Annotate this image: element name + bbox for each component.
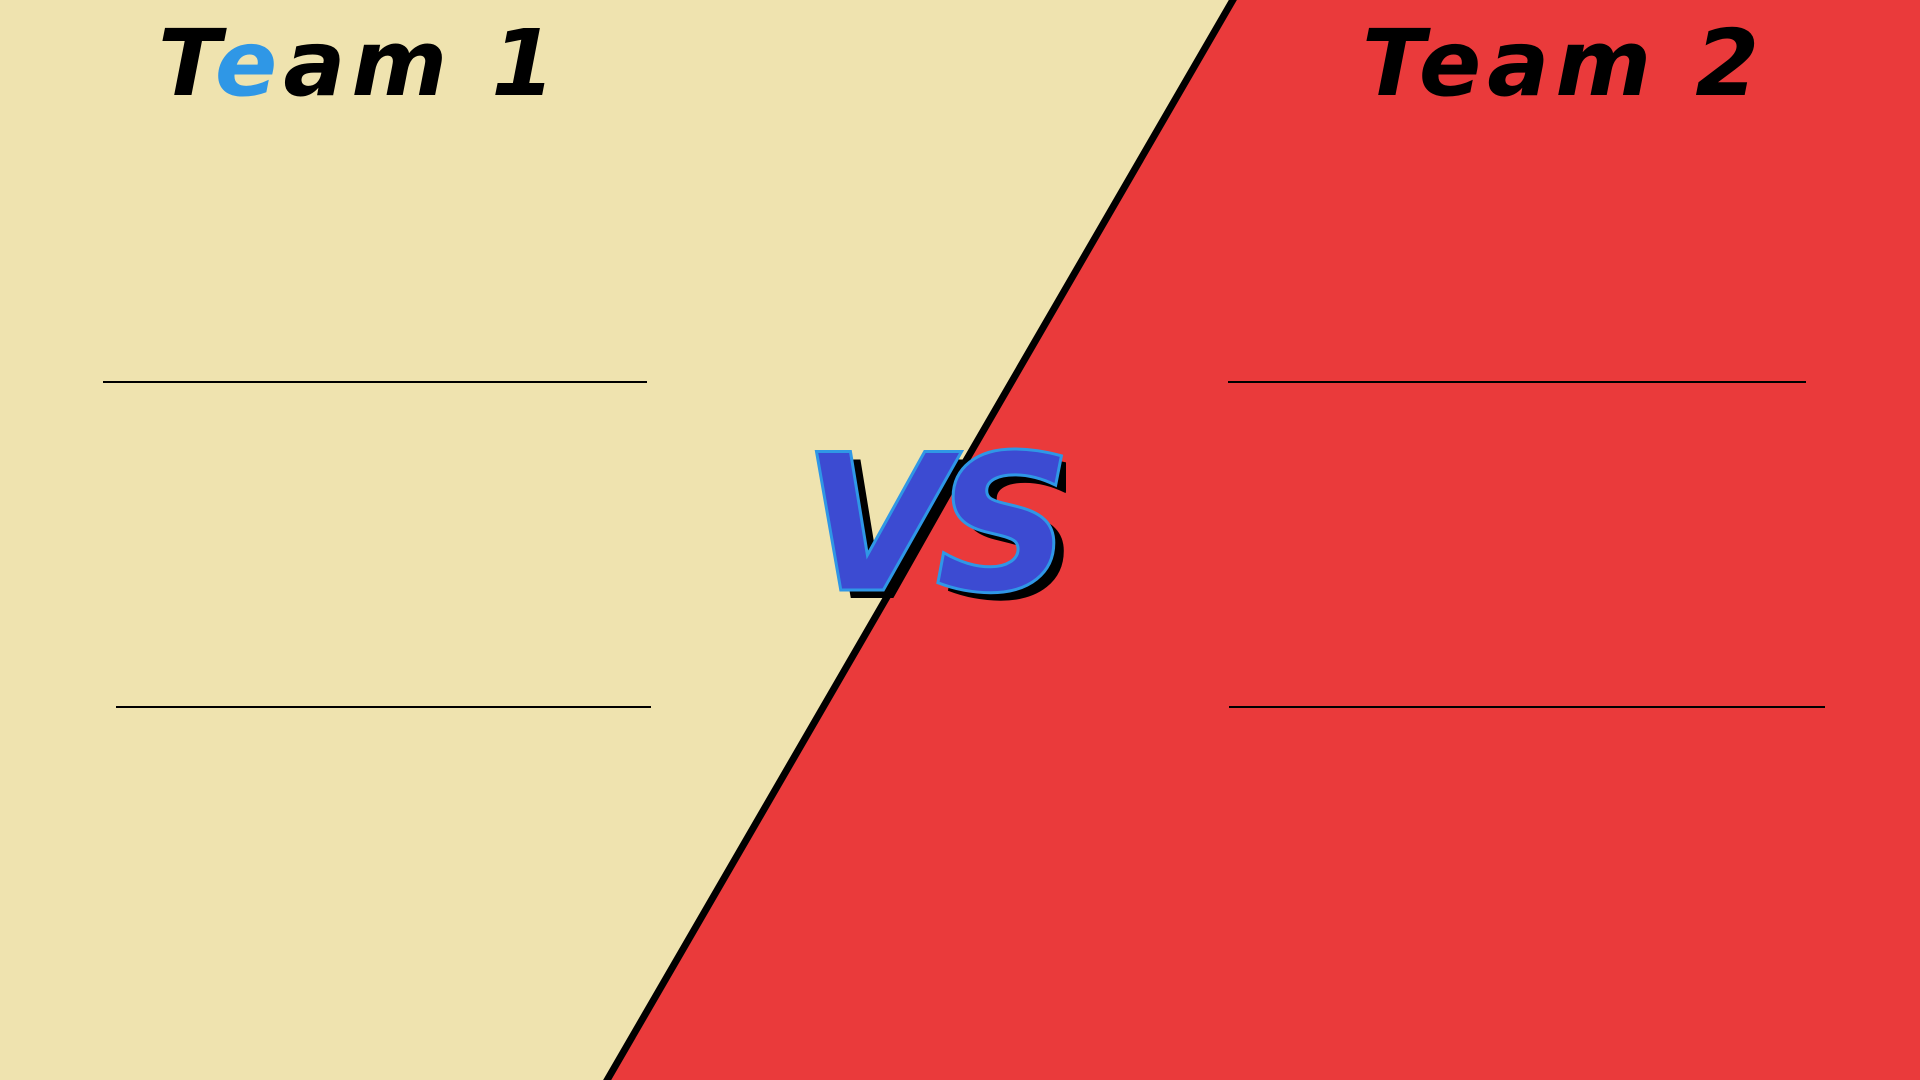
team2-name-line-1 bbox=[1228, 381, 1806, 383]
team1-title: Team 1 bbox=[158, 18, 561, 110]
versus-mark: VS VS bbox=[801, 430, 1067, 620]
right-panel bbox=[607, 0, 1920, 1080]
team1-name-line-1 bbox=[103, 381, 647, 383]
versus-label: VS bbox=[802, 430, 1062, 620]
team1-title-suffix: am 1 bbox=[283, 10, 562, 117]
team2-name-line-2 bbox=[1229, 706, 1825, 708]
team2-title: Team 2 bbox=[1362, 10, 1766, 117]
versus-label-shadow: VS bbox=[812, 430, 1066, 620]
team1-name-line-2 bbox=[116, 706, 651, 708]
diagonal-divider bbox=[603, 0, 1237, 1080]
team1-title-accent-letter: e bbox=[214, 10, 284, 117]
team1-title-prefix: T bbox=[158, 10, 215, 117]
